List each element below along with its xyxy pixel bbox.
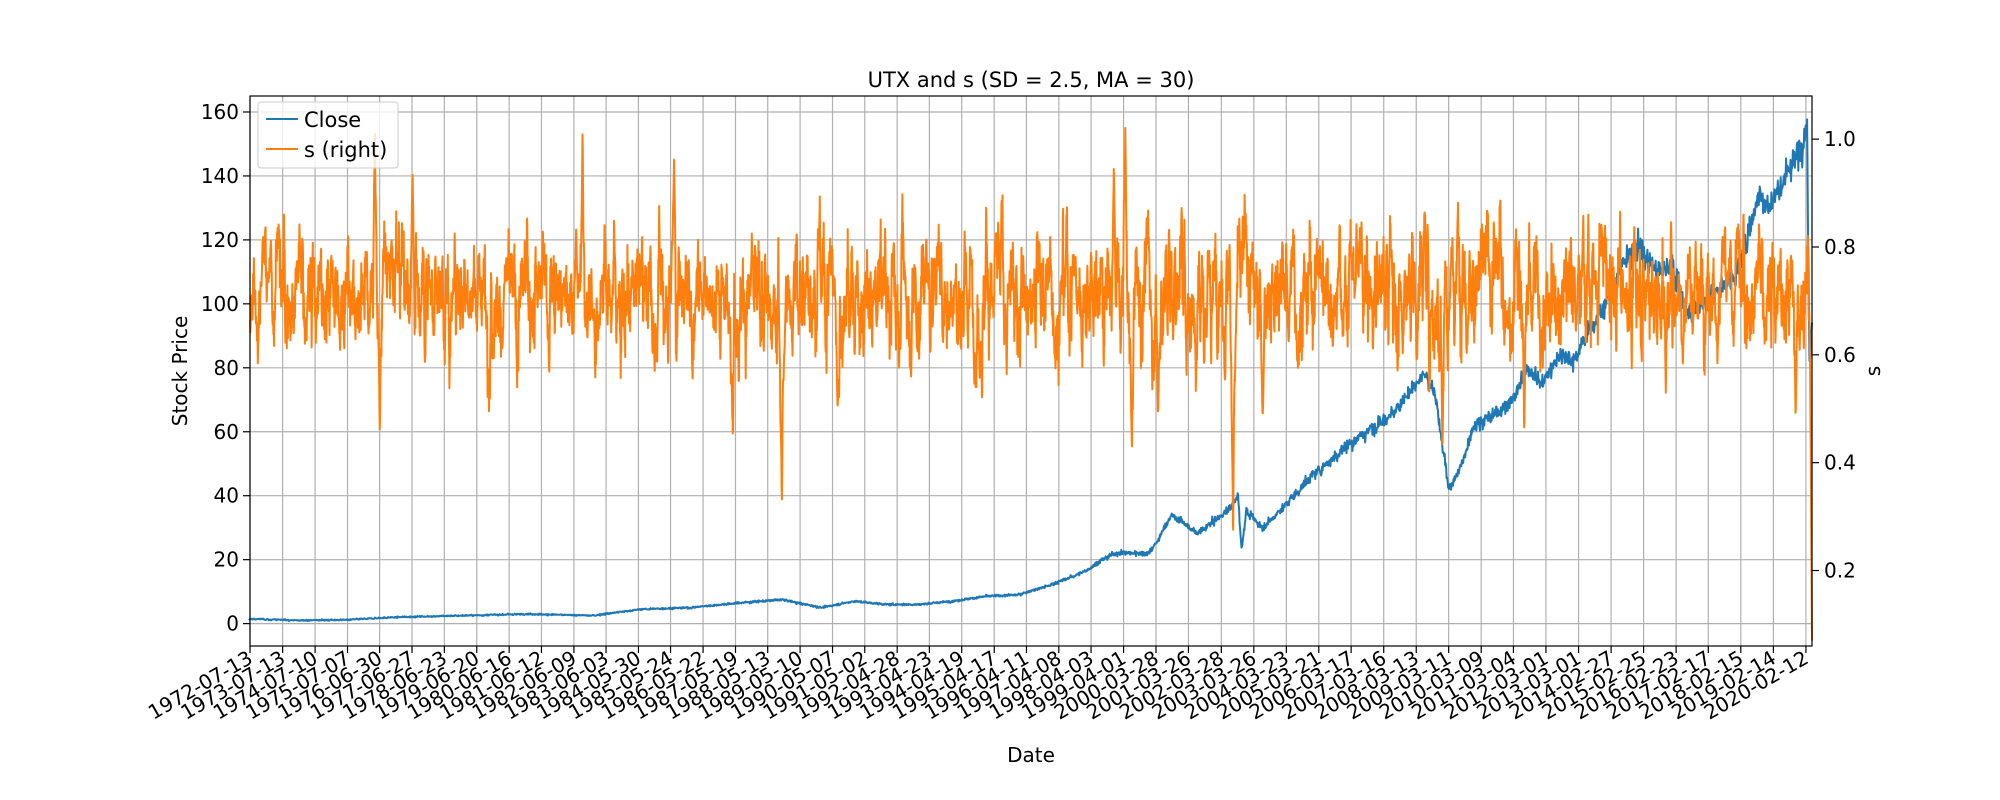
s-line	[249, 127, 1813, 641]
y-tick-label: 20	[214, 548, 239, 572]
y-axis-right-label: s	[1861, 366, 1885, 376]
y-axis-left: 0 20 40 60 80 100 120 140 160	[201, 100, 250, 636]
y-tick-label: 100	[201, 292, 239, 316]
y-right-tick-label: 0.6	[1824, 343, 1856, 367]
legend: Close s (right)	[257, 101, 399, 169]
y-tick-label: 80	[214, 356, 239, 380]
y-tick-label: 60	[214, 420, 239, 444]
legend-label-s: s (right)	[304, 138, 387, 162]
y-right-tick-label: 1.0	[1824, 127, 1856, 151]
y-tick-label: 0	[226, 612, 239, 636]
close-line	[248, 118, 1813, 622]
s-series	[249, 127, 1813, 641]
y-tick-label: 140	[201, 164, 239, 188]
y-tick-label: 120	[201, 228, 239, 252]
y-axis-label: Stock Price	[168, 316, 192, 427]
y-tick-label: 160	[201, 100, 239, 124]
close-series	[248, 118, 1813, 622]
legend-label-close: Close	[304, 108, 361, 132]
chart-title: UTX and s (SD = 2.5, MA = 30)	[868, 68, 1195, 92]
plot-frame	[249, 95, 1813, 647]
y-right-tick-label: 0.4	[1824, 451, 1856, 475]
x-axis-label: Date	[1007, 743, 1055, 767]
y-right-tick-label: 0.8	[1824, 235, 1856, 259]
y-right-tick-label: 0.2	[1824, 559, 1856, 583]
y-tick-label: 40	[214, 484, 239, 508]
x-axis: 1972-07-131973-07-131974-07-101975-07-07…	[144, 646, 1813, 725]
y-axis-right: 0.2 0.4 0.6 0.8 1.0	[1812, 127, 1856, 583]
